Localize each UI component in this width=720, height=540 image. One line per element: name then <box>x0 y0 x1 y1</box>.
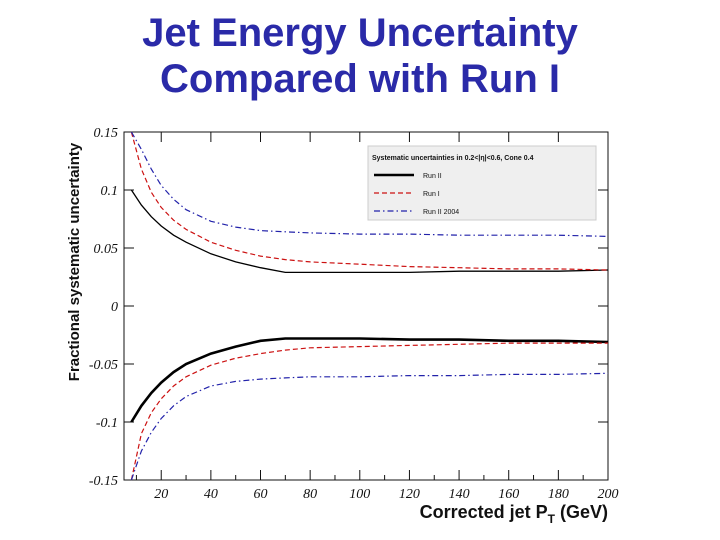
slide-title-line-1: Jet Energy Uncertainty <box>142 11 578 55</box>
x-tick-label: 140 <box>449 487 470 502</box>
x-tick-label: 200 <box>598 487 619 502</box>
x-axis-ticks: 20 40 60 80 100 120 140 160 180 200 <box>135 132 619 502</box>
legend-entry-label: Run II <box>423 173 442 180</box>
series-line-run-ii-lower <box>130 337 609 423</box>
series-layer <box>130 131 609 481</box>
x-axis-label-subscript: T <box>548 512 556 526</box>
y-tick-label: 0.05 <box>94 242 119 257</box>
y-tick-label: -0.1 <box>96 416 118 431</box>
slide-title: Jet Energy Uncertainty Compared with Run… <box>0 10 720 102</box>
y-axis-ticks: 0.15 0.1 0.05 0 -0.05 -0.1 -0.15 <box>89 126 608 489</box>
x-axis-label-main: Corrected jet P <box>420 502 548 522</box>
series-line-run-ii-2004-lower <box>130 372 609 481</box>
legend-entry-label: Run I <box>423 191 440 198</box>
y-tick-label: -0.05 <box>89 358 118 373</box>
series-line-run-i-upper <box>130 131 609 271</box>
y-tick-label: 0.15 <box>94 126 119 141</box>
x-tick-label: 120 <box>399 487 420 502</box>
x-tick-label: 100 <box>349 487 370 502</box>
x-tick-label: 20 <box>154 487 168 502</box>
y-tick-label: -0.15 <box>89 474 118 489</box>
x-tick-label: 40 <box>204 487 218 502</box>
slide-title-line-2: Compared with Run I <box>160 57 560 101</box>
x-tick-label: 180 <box>548 487 569 502</box>
legend-entries: Run II Run I Run II 2004 <box>374 173 459 216</box>
y-axis-label: Fractional systematic uncertainty <box>66 142 83 381</box>
series-line-run-ii-2004-upper <box>130 131 609 237</box>
legend-box <box>367 145 597 221</box>
legend-title: Systematic uncertainties in 0.2<|η|<0.6,… <box>372 155 534 162</box>
x-tick-label: 160 <box>498 487 519 502</box>
legend-entry-label: Run II 2004 <box>423 209 459 216</box>
x-tick-label: 60 <box>254 487 268 502</box>
series-line-run-ii-upper <box>130 189 609 274</box>
legend: Systematic uncertainties in 0.2<|η|<0.6,… <box>367 145 597 221</box>
x-axis-label-unit: (GeV) <box>560 502 608 522</box>
x-tick-label: 80 <box>303 487 317 502</box>
y-tick-label: 0.1 <box>101 184 119 199</box>
y-tick-label: 0 <box>111 300 118 315</box>
x-axis-label: Corrected jet PT (GeV) <box>420 502 608 526</box>
series-line-run-i-lower <box>130 342 608 481</box>
